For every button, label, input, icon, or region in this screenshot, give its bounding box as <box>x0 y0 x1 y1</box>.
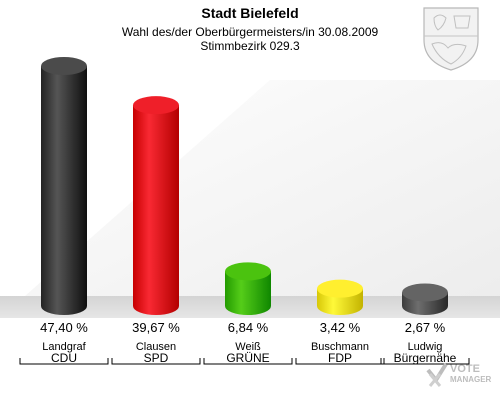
chart-subtitle-line-1: Wahl des/der Oberbürgermeisters/in 30.08… <box>122 25 379 39</box>
coat-of-arms-icon <box>423 7 479 71</box>
value-label-landgraf: 47,40 % <box>40 320 88 335</box>
value-label-buschmann: 3,42 % <box>320 320 361 335</box>
chart-backdrop <box>0 80 500 318</box>
party-label-buschmann: FDP <box>328 351 352 365</box>
candidate-label-landgraf: Landgraf <box>42 341 86 353</box>
candidate-label-ludwig: Ludwig <box>408 341 443 353</box>
label-bracket-clausen <box>111 358 201 365</box>
candidate-label-wei-: Weiß <box>235 341 261 353</box>
chart-title: Stadt Bielefeld <box>201 5 298 21</box>
party-label-wei-: GRÜNE <box>226 351 269 365</box>
bar-top-clausen <box>133 96 179 115</box>
bar-top-wei- <box>225 262 271 281</box>
bar-body-clausen <box>133 105 179 315</box>
bar-top-ludwig <box>402 283 448 302</box>
bar-clausen <box>133 96 179 315</box>
bar-ludwig <box>402 283 448 315</box>
bar-body-landgraf <box>41 66 87 315</box>
label-bracket-buschmann <box>295 358 385 365</box>
candidate-label-clausen: Clausen <box>136 341 176 353</box>
bar-landgraf <box>41 57 87 315</box>
bars-layer <box>41 57 448 315</box>
value-label-wei-: 6,84 % <box>228 320 269 335</box>
party-label-landgraf: CDU <box>51 351 77 365</box>
watermark-text: VOTE MANAGER <box>450 363 492 384</box>
bar-top-landgraf <box>41 57 87 75</box>
candidate-label-buschmann: Buschmann <box>311 341 369 353</box>
vote-manager-logo: VOTE MANAGER <box>426 362 492 387</box>
bar-body-wei- <box>225 271 271 315</box>
label-bracket-ludwig <box>380 358 470 365</box>
bar-top-buschmann <box>317 279 363 298</box>
bar-buschmann <box>317 279 363 315</box>
party-label-clausen: SPD <box>144 351 169 365</box>
party-label-ludwig: Bürgernähe <box>394 351 457 365</box>
value-label-ludwig: 2,67 % <box>405 320 446 335</box>
bar-wei- <box>225 262 271 315</box>
label-bracket-wei- <box>203 358 293 365</box>
value-label-clausen: 39,67 % <box>132 320 180 335</box>
chart-subtitle-line-2: Stimmbezirk 029.3 <box>200 39 300 53</box>
label-bracket-landgraf <box>19 358 109 365</box>
